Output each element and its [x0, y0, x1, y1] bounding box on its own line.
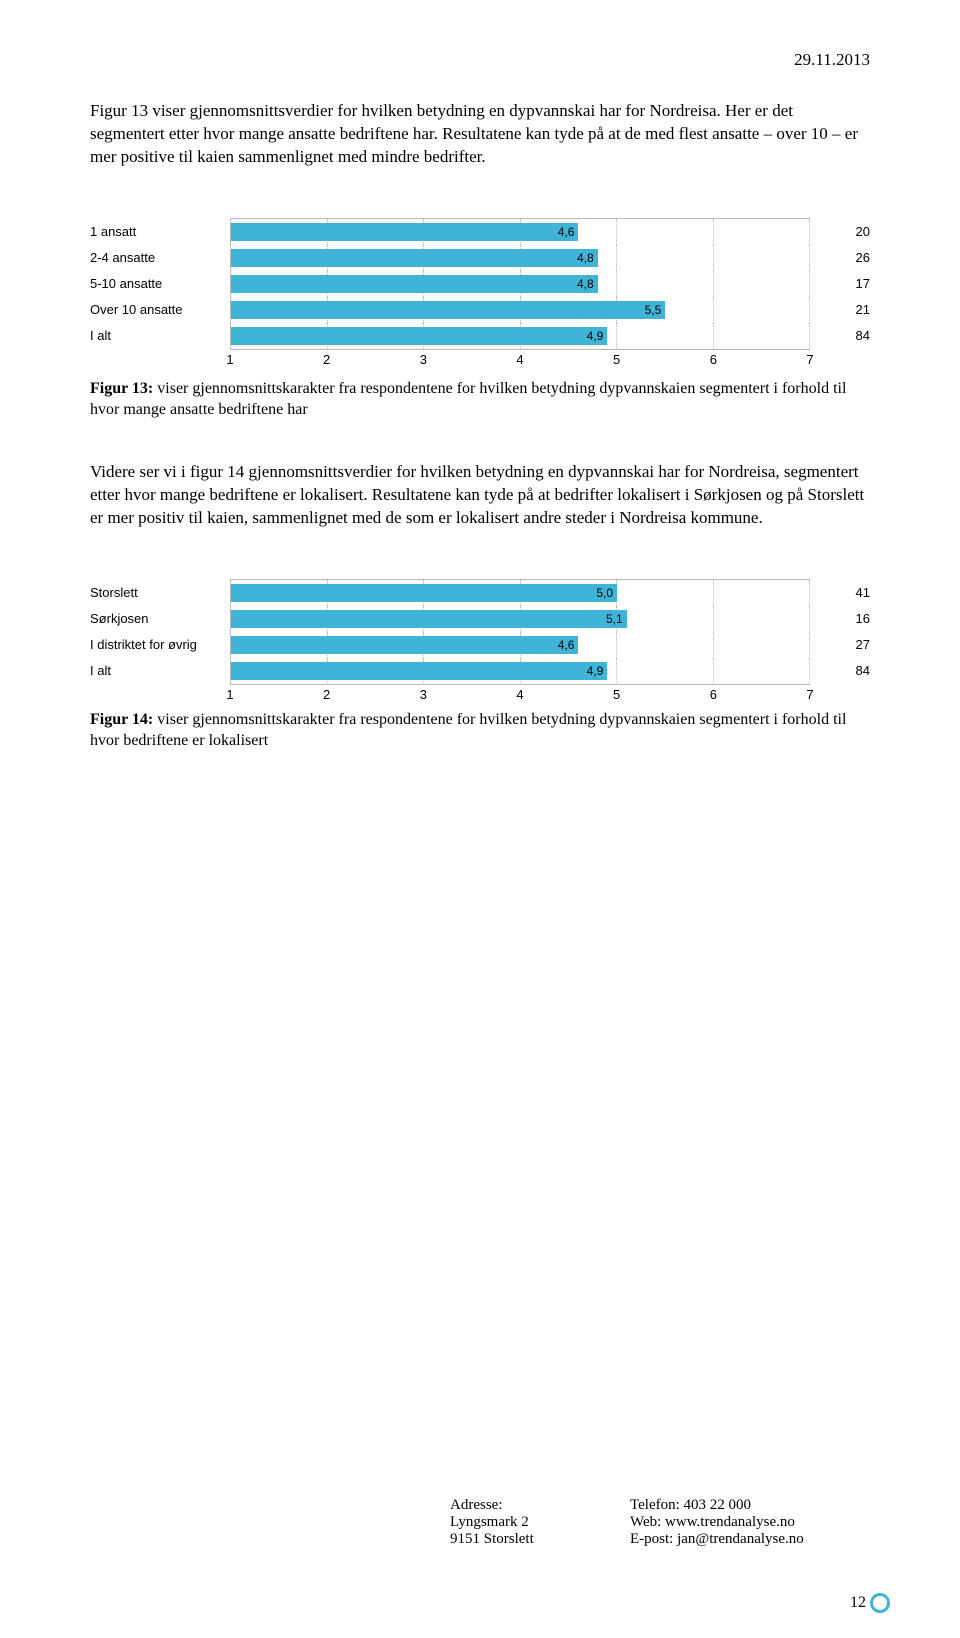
chart-axis-tick: 4 [516, 352, 523, 367]
chart-bar-area: 5,5 [230, 297, 810, 323]
chart-bar-value: 5,5 [645, 303, 662, 317]
chart-bar: 5,5 [231, 301, 665, 319]
chart-row-count: 26 [810, 250, 870, 265]
chart-axis-tick: 1 [226, 352, 233, 367]
chart-bar-value: 5,1 [606, 612, 623, 626]
paragraph-1: Figur 13 viser gjennomsnittsverdier for … [90, 100, 870, 169]
chart-bar-value: 4,6 [558, 638, 575, 652]
figure-14-caption-text: viser gjennomsnittskarakter fra responde… [90, 711, 846, 750]
chart-axis-tick: 5 [613, 687, 620, 702]
chart-bar-value: 4,9 [587, 664, 604, 678]
chart-x-axis: 1234567 [230, 684, 810, 705]
figure-13-caption-label: Figur 13: [90, 380, 153, 397]
chart-bar-area: 4,6 [230, 218, 810, 245]
chart-bar-area: 4,6 [230, 632, 810, 658]
chart-bar-area: 5,0 [230, 579, 810, 606]
chart-axis-tick: 5 [613, 352, 620, 367]
chart-row: Sørkjosen 5,1 16 [90, 606, 870, 632]
chart-bar: 5,0 [231, 584, 617, 602]
chart-row: I alt 4,9 84 [90, 658, 870, 684]
chart-bar-area: 4,8 [230, 271, 810, 297]
page-number-text: 12 [850, 1594, 866, 1612]
chart-axis-tick: 7 [806, 352, 813, 367]
chart-bar-area: 4,9 [230, 323, 810, 349]
chart-row-label: Over 10 ansatte [90, 302, 230, 317]
chart-bar-value: 4,9 [587, 329, 604, 343]
chart-bar: 4,8 [231, 275, 598, 293]
figure-14-chart: Storslett5,041Sørkjosen5,116I distriktet… [90, 580, 870, 705]
chart-row-label: Storslett [90, 585, 230, 600]
page-number: 12 [850, 1593, 890, 1613]
page-number-icon [870, 1593, 890, 1613]
chart-bar: 4,9 [231, 662, 607, 680]
footer-phone: Telefon: 403 22 000 [630, 1497, 804, 1514]
chart-axis-tick: 6 [710, 687, 717, 702]
chart-bar-area: 5,1 [230, 606, 810, 632]
chart-axis-tick: 7 [806, 687, 813, 702]
chart-bar-value: 5,0 [596, 586, 613, 600]
chart-bar-area: 4,8 [230, 245, 810, 271]
footer-address-label: Adresse: [450, 1497, 630, 1514]
chart-row-count: 17 [810, 276, 870, 291]
footer-address-line2: 9151 Storslett [450, 1531, 630, 1548]
chart-row-count: 84 [810, 328, 870, 343]
chart-row-label: I alt [90, 663, 230, 678]
chart-row: I distriktet for øvrig 4,6 27 [90, 632, 870, 658]
chart-row-label: 2-4 ansatte [90, 250, 230, 265]
chart-axis-tick: 2 [323, 687, 330, 702]
chart-bar-value: 4,8 [577, 251, 594, 265]
figure-13-chart: 1 ansatt4,6202-4 ansatte4,8265-10 ansatt… [90, 219, 870, 370]
paragraph-2: Videre ser vi i figur 14 gjennomsnittsve… [90, 461, 870, 530]
figure-13-caption-text: viser gjennomsnittskarakter fra responde… [90, 380, 846, 419]
chart-bar-value: 4,6 [558, 225, 575, 239]
figure-14-caption: Figur 14: viser gjennomsnittskarakter fr… [90, 709, 870, 752]
page-date: 29.11.2013 [90, 50, 870, 70]
chart-row-count: 20 [810, 224, 870, 239]
chart-row-count: 16 [810, 611, 870, 626]
chart-bar-value: 4,8 [577, 277, 594, 291]
chart-row: Over 10 ansatte 5,5 21 [90, 297, 870, 323]
chart-row-count: 21 [810, 302, 870, 317]
chart-axis-tick: 1 [226, 687, 233, 702]
chart-row: 2-4 ansatte 4,8 26 [90, 245, 870, 271]
footer-email: E-post: jan@trendanalyse.no [630, 1531, 804, 1548]
chart-row: 1 ansatt 4,6 20 [90, 219, 870, 245]
chart-axis-tick: 4 [516, 687, 523, 702]
chart-bar: 4,8 [231, 249, 598, 267]
chart-row: I alt 4,9 84 [90, 323, 870, 349]
chart-bar-area: 4,9 [230, 658, 810, 684]
chart-bar: 4,6 [231, 223, 578, 241]
chart-row-label: 5-10 ansatte [90, 276, 230, 291]
chart-row-label: 1 ansatt [90, 224, 230, 239]
chart-axis-tick: 3 [420, 687, 427, 702]
chart-axis-tick: 3 [420, 352, 427, 367]
chart-x-axis: 1234567 [230, 349, 810, 370]
chart-axis-tick: 6 [710, 352, 717, 367]
figure-14-caption-label: Figur 14: [90, 711, 153, 728]
chart-row-label: I alt [90, 328, 230, 343]
chart-bar: 5,1 [231, 610, 627, 628]
chart-row-label: I distriktet for øvrig [90, 637, 230, 652]
chart-row-count: 41 [810, 585, 870, 600]
footer-address-line1: Lyngsmark 2 [450, 1514, 630, 1531]
figure-13-caption: Figur 13: viser gjennomsnittskarakter fr… [90, 378, 870, 421]
page-footer: Adresse: Lyngsmark 2 9151 Storslett Tele… [90, 1497, 870, 1548]
chart-row-label: Sørkjosen [90, 611, 230, 626]
chart-bar: 4,6 [231, 636, 578, 654]
footer-web: Web: www.trendanalyse.no [630, 1514, 804, 1531]
chart-bar: 4,9 [231, 327, 607, 345]
chart-row-count: 27 [810, 637, 870, 652]
chart-row: Storslett 5,0 41 [90, 580, 870, 606]
chart-row-count: 84 [810, 663, 870, 678]
chart-row: 5-10 ansatte 4,8 17 [90, 271, 870, 297]
chart-axis-tick: 2 [323, 352, 330, 367]
